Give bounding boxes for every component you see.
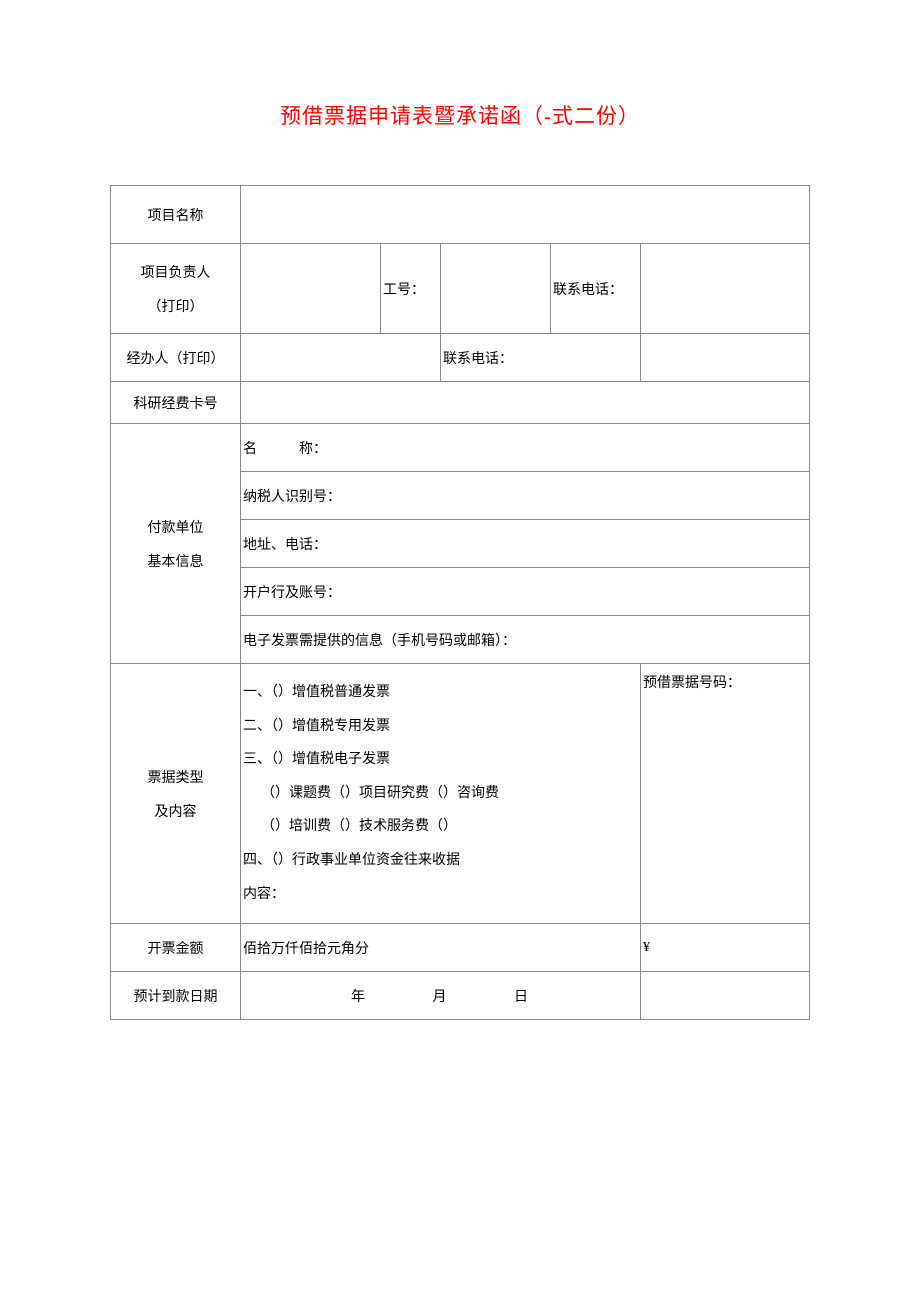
label-payer-unit-line1: 付款单位 — [115, 517, 236, 537]
label-bank-account: 开户行及账号： — [241, 568, 810, 616]
label-currency: ¥ — [641, 924, 810, 972]
value-contact-phone — [641, 244, 810, 334]
label-contact-phone2: 联系电话： — [441, 334, 641, 382]
label-invoice-type-line2: 及内容 — [115, 801, 236, 821]
label-taxpayer-id: 纳税人识别号： — [241, 472, 810, 520]
date-day: 日 — [514, 986, 530, 1006]
value-handler — [241, 334, 441, 382]
label-employee-no: 工号： — [381, 244, 441, 334]
value-project-name — [241, 186, 810, 244]
label-unit-name: 名 称： — [241, 424, 810, 472]
label-receipt-number: 预借票据号码： — [641, 664, 810, 924]
label-research-card: 科研经费卡号 — [111, 382, 241, 424]
label-address-phone: 地址、电话： — [241, 520, 810, 568]
application-form-table: 项目名称 项目负责人 （打印） 工号： 联系电话： 经办人（打印） 联系电话： … — [110, 185, 810, 1020]
label-project-name: 项目名称 — [111, 186, 241, 244]
label-payer-unit-line2: 基本信息 — [115, 551, 236, 571]
value-employee-no — [441, 244, 551, 334]
label-expected-date: 预计到款日期 — [111, 972, 241, 1020]
date-month: 月 — [433, 986, 449, 1006]
value-research-card — [241, 382, 810, 424]
label-payer-unit: 付款单位 基本信息 — [111, 424, 241, 664]
label-project-leader-line1: 项目负责人 — [115, 262, 236, 282]
label-project-leader-line2: （打印） — [115, 296, 236, 316]
value-amount-chinese: 佰拾万仟佰拾元角分 — [241, 924, 641, 972]
label-invoice-type-line1: 票据类型 — [115, 767, 236, 787]
label-invoice-type: 票据类型 及内容 — [111, 664, 241, 924]
label-invoice-amount: 开票金额 — [111, 924, 241, 972]
value-expected-date: 年 月 日 — [241, 972, 641, 1020]
invoice-type-options: 一、（）增值税普通发票 二、（）增值税专用发票 三、（）增值税电子发票 （）课题… — [241, 664, 641, 924]
label-contact-phone: 联系电话： — [551, 244, 641, 334]
date-year: 年 — [351, 986, 367, 1006]
label-einvoice-info: 电子发票需提供的信息（手机号码或邮箱）： — [241, 616, 810, 664]
label-handler: 经办人（打印） — [111, 334, 241, 382]
document-title: 预借票据申请表暨承诺函（-式二份） — [110, 100, 810, 130]
invoice-opt3-sub2: （）培训费（）技术服务费（） — [243, 810, 638, 844]
invoice-content-label: 内容： — [243, 878, 638, 912]
invoice-opt1: 一、（）增值税普通发票 — [243, 676, 638, 710]
invoice-opt4: 四、（）行政事业单位资金往来收据 — [243, 844, 638, 878]
value-contact-phone2 — [641, 334, 810, 382]
invoice-opt3-sub1: （）课题费（）项目研究费（）咨询费 — [243, 777, 638, 811]
invoice-opt2: 二、（）增值税专用发票 — [243, 710, 638, 744]
label-project-leader: 项目负责人 （打印） — [111, 244, 241, 334]
value-project-leader — [241, 244, 381, 334]
invoice-opt3: 三、（）增值税电子发票 — [243, 743, 638, 777]
value-expected-date-extra — [641, 972, 810, 1020]
